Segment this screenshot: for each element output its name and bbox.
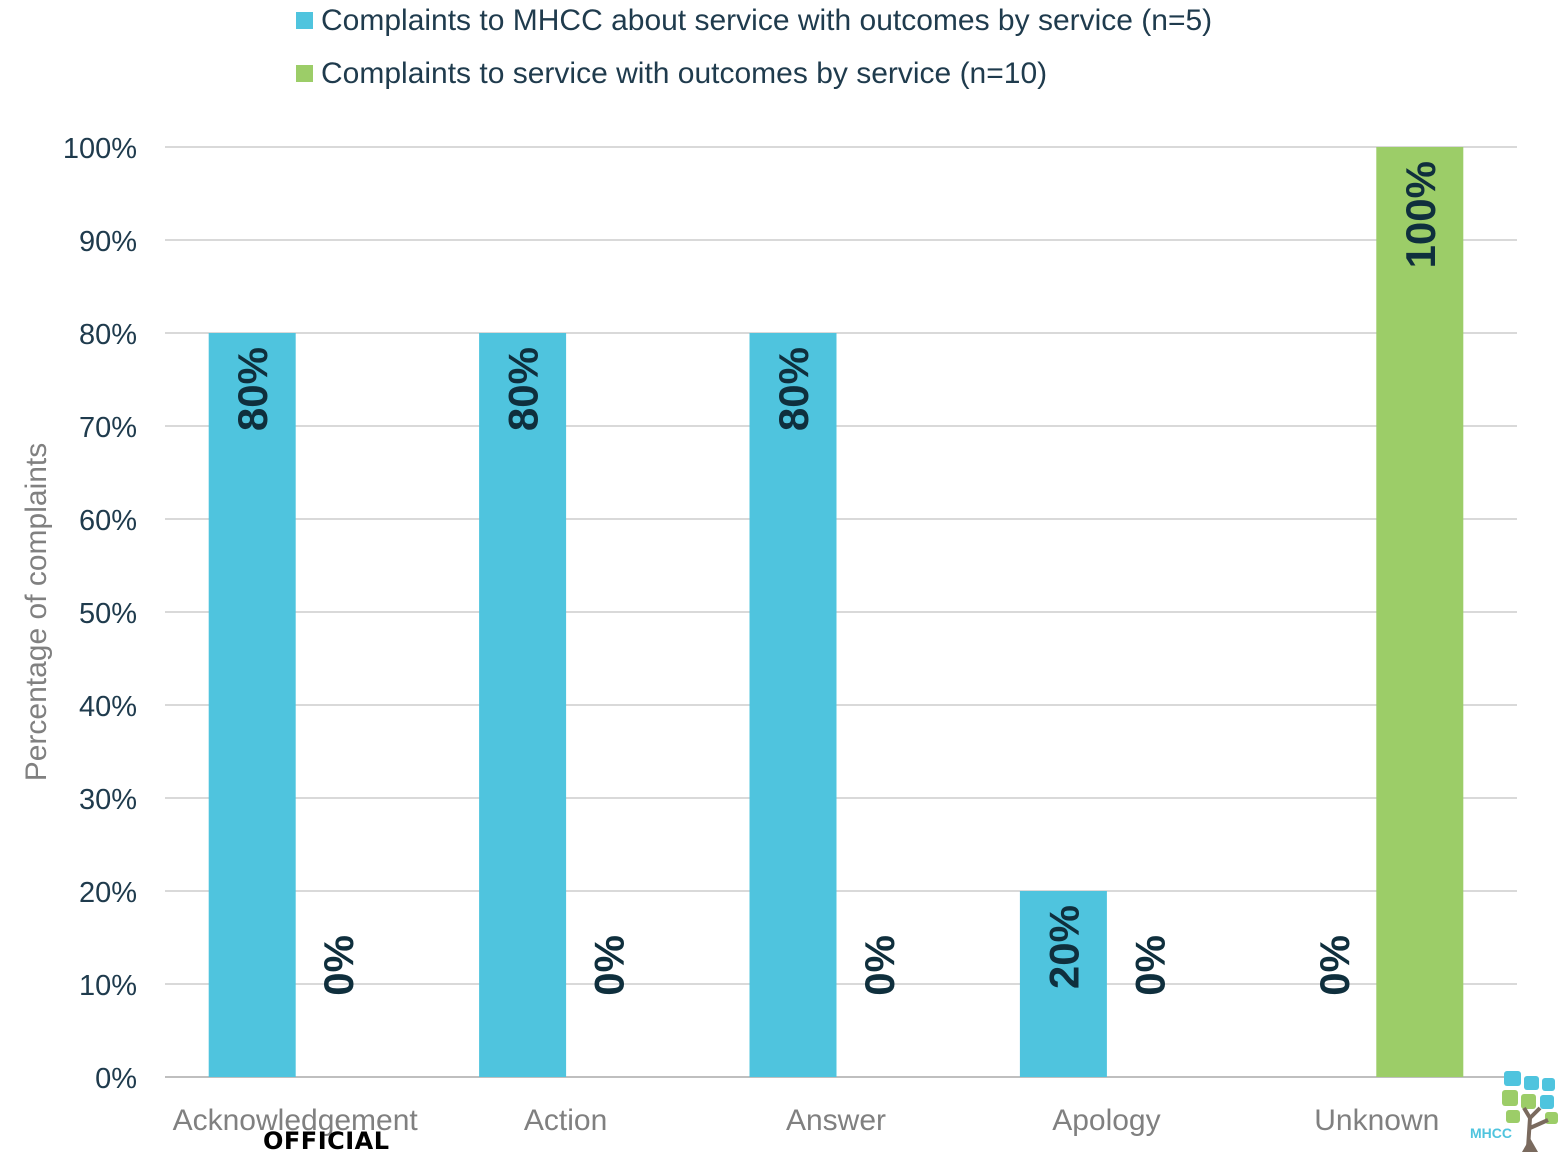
data-label: 20% [1040,905,1087,989]
bars [208,147,1464,1077]
y-tick-label: 30% [79,784,137,816]
y-tick-label: 40% [79,691,137,723]
official-classification: OFFICIAL [263,1127,390,1155]
y-tick-label: 0% [95,1063,137,1095]
legend-swatch-blue [296,11,313,29]
x-tick-label: Unknown [1314,1104,1439,1137]
data-label: 80% [229,347,276,431]
bar [749,333,837,1077]
bar [208,333,296,1077]
x-tick-label: Apology [1052,1104,1160,1137]
y-tick-label: 90% [79,226,137,258]
x-tick-label: Acknowledgement [173,1104,419,1137]
data-label: 0% [315,935,362,996]
y-tick-label: 100% [63,133,137,165]
data-label: 100% [1397,161,1444,268]
y-tick-label: 70% [79,412,137,444]
x-tick-label: Action [524,1104,607,1137]
data-label: 0% [1126,935,1173,996]
data-label: 0% [1311,935,1358,996]
legend-label-service: Complaints to service with outcomes by s… [321,57,1048,90]
data-label: 80% [770,347,817,431]
y-axis-label: Percentage of complaints [20,443,53,782]
legend-label-mhcc: Complaints to MHCC about service with ou… [321,4,1213,37]
y-tick-label: 20% [79,877,137,909]
y-tick-label: 60% [79,505,137,537]
mhcc-logo: MHCC [1470,1071,1558,1152]
bar [479,333,567,1077]
data-label: 80% [500,347,547,431]
legend-item-service: Complaints to service with outcomes by s… [296,54,1047,94]
legend-item-mhcc: Complaints to MHCC about service with ou… [296,1,1212,41]
x-tick-labels: Acknowledgement Action Answer Apology Unknow… [173,1104,1440,1137]
y-tick-label: 50% [79,598,137,630]
data-label: 0% [856,935,903,996]
y-tick-label: 80% [79,319,137,351]
x-tick-label: Answer [786,1104,886,1137]
bar [1376,147,1464,1077]
data-labels: 80% 0% 80% 0% 80% 0% 20% 0% 0% 100% [229,161,1444,996]
y-tick-label: 10% [79,970,137,1002]
y-tick-labels: 0% 10% 20% 30% 40% 50% 60% 70% 80% 90% 100% [63,133,137,1095]
logo-text: MHCC [1470,1125,1512,1141]
gridlines [165,146,1517,1078]
bar [1019,891,1107,1077]
data-label: 0% [586,935,633,996]
legend-swatch-green [296,64,313,82]
